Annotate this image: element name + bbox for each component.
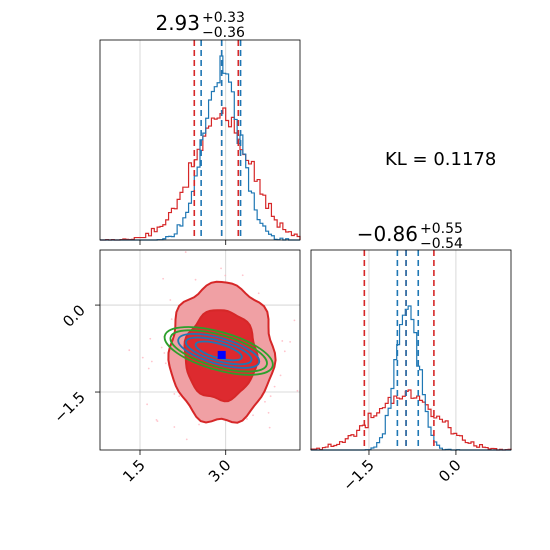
joint-scatter-point [224, 274, 227, 277]
joint-scatter-point [269, 395, 272, 398]
joint-ellipse-contours [163, 326, 274, 376]
joint-scatter-point [128, 349, 131, 352]
joint-y-ticks: 0.0 −1.5 [50, 301, 100, 427]
hist-param1-x-ticks [139, 240, 227, 245]
joint-ellipse-contour [169, 329, 268, 373]
hist-param2-frame [310, 249, 512, 451]
joint-scatter-point [252, 414, 254, 417]
joint-scatter-point [178, 395, 181, 398]
hist-param2-quantile-lines [363, 250, 435, 450]
joint-scatter-point [267, 411, 270, 414]
hist-param2-x-ticks: −1.5 0.0 [339, 450, 465, 495]
param2-title-plus: +0.55 [420, 221, 463, 237]
param1-title-minus: −0.36 [202, 25, 245, 41]
hist-param1-panel: 2.93 +0.33 −0.36 [99, 10, 301, 245]
joint-scatter-point [164, 362, 167, 365]
joint-scatter-point [198, 423, 200, 426]
hist-param1-red-histogram [100, 107, 301, 241]
joint-scatter-point [160, 346, 163, 349]
hist-param2-x-tick-label: −1.5 [339, 456, 377, 494]
joint-scatter-point [185, 438, 188, 441]
joint-scatter-point [307, 338, 309, 340]
joint-scatter-point [264, 400, 266, 403]
joint-scatter-point [281, 340, 284, 342]
joint-scatter-point [220, 267, 222, 270]
param2-title-value: −0.86 [357, 222, 418, 246]
hist-param2-grid [368, 250, 457, 450]
joint-y-tick-label: −1.5 [50, 388, 88, 426]
joint-scatter-point [296, 389, 299, 392]
joint-scatter-point [173, 393, 176, 395]
joint-scatter-point [146, 403, 149, 406]
joint-scatter-point [184, 251, 187, 253]
joint-scatter-point [169, 299, 172, 301]
param1-title-plus: +0.33 [202, 10, 245, 26]
kl-divergence-label: KL = 0.1178 [385, 149, 496, 170]
joint-scatter-point [257, 292, 260, 295]
joint-x-tick-label: 3.0 [205, 456, 235, 486]
joint-scatter-point [149, 337, 152, 340]
joint-scatter-point [194, 278, 197, 281]
joint-scatter-point [156, 420, 159, 423]
joint-scatter-point [141, 356, 144, 359]
joint-scatter-point [173, 426, 176, 428]
joint-scatter-point [302, 349, 304, 351]
joint-scatter-point [268, 426, 271, 429]
joint-panel: 1.5 3.0 0.0 −1.5 [50, 249, 309, 486]
joint-ellipse-contour [185, 336, 253, 366]
joint-scatter-point [251, 455, 253, 457]
joint-scatter-point [241, 274, 244, 277]
joint-true-value-marker [217, 350, 226, 359]
joint-scatter-point [150, 360, 153, 363]
joint-ellipse-contour [177, 332, 261, 369]
hist-param1-quantile-lines [193, 40, 242, 240]
param1-title-value: 2.93 [155, 11, 200, 35]
joint-scatter-point [302, 412, 304, 414]
joint-scatter-point [162, 277, 165, 280]
joint-frame [99, 249, 301, 451]
hist-param2-panel: −1.5 0.0 −0.86 +0.55 −0.54 [310, 221, 512, 495]
joint-scatter-point [155, 418, 158, 421]
param2-title-minus: −0.54 [420, 236, 463, 252]
hist-param1-frame [99, 39, 301, 241]
joint-scatter-point [273, 385, 276, 388]
joint-scatter-point [289, 341, 292, 343]
joint-scatter-point [279, 374, 282, 377]
joint-scatter-point [283, 350, 286, 353]
joint-y-tick-label: 0.0 [59, 301, 89, 331]
joint-scatter-point [293, 319, 296, 322]
joint-ellipse-contour [163, 326, 274, 376]
joint-x-ticks: 1.5 3.0 [119, 450, 235, 486]
joint-ellipse-contour [194, 340, 243, 362]
hist-param2-red-histogram [310, 389, 512, 451]
joint-x-tick-label: 1.5 [119, 456, 149, 486]
hist-param2-background [311, 250, 511, 450]
joint-scatter-point [251, 463, 253, 465]
joint-scatter-point [163, 352, 166, 354]
joint-scatter-point [147, 367, 150, 370]
joint-scatter-point [229, 482, 231, 484]
hist-param2-x-tick-label: 0.0 [435, 456, 465, 486]
joint-scatter-point [170, 318, 173, 321]
joint-scatter-point [246, 418, 248, 420]
